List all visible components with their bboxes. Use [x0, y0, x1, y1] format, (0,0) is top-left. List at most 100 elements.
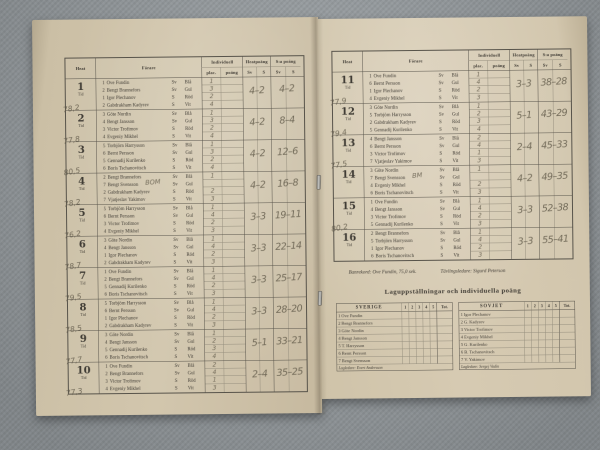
rider-name: Bengt Jansson: [374, 136, 402, 142]
heat-cell: 14 Tid: [334, 167, 364, 198]
rider-helmet-color: Röd: [185, 157, 194, 163]
rider-helmet-color: Blå: [187, 363, 195, 369]
rider-name: Gennadij Kurilenko: [107, 158, 146, 164]
score-box: [531, 347, 539, 356]
col-header-sv: Sv: [509, 59, 524, 71]
score-box: [401, 341, 409, 350]
rider-number: 3: [103, 237, 107, 244]
handwritten-placement: 2: [469, 109, 489, 118]
riders-cell: 5 Torbjörn Harrysson Sv Blå 6 Bernt Persson Sv…: [96, 203, 204, 236]
score-cell: [244, 266, 259, 298]
score-cell: [259, 360, 274, 392]
rider-number: 2: [104, 260, 107, 266]
heats-11-16: 11 Tid 77,9 1 Ove Fundin Sv Blå 6 Bernt Persson S…: [329, 69, 573, 261]
score-cell: [245, 329, 260, 361]
heat-number: 9: [79, 332, 87, 345]
records-line: Banrekord: Ove Fundin, 75,0 sek. Tävling…: [334, 267, 572, 275]
col-header-heatpoang: Heatpoäng: [509, 49, 538, 61]
score-cell: [257, 140, 272, 172]
rider-helmet-color: Vit: [185, 196, 192, 202]
rider-helmet-color: Gul: [186, 276, 194, 282]
handwritten-placement: 1: [202, 109, 222, 117]
rider-helmet-color: Blå: [184, 79, 192, 85]
heat-cell: 6 Tid 78,7: [64, 236, 97, 272]
rider-number: 3: [102, 111, 106, 118]
heat-row: 4 Tid 78,2 2 Bengt Brannefors Sv Blå 7 Bengt Sve…: [63, 171, 305, 209]
points-column: [488, 196, 512, 228]
heat-cell: 1 Tid 78,2: [62, 79, 96, 114]
handwritten-placement: 4: [210, 163, 215, 171]
rider-number: 5: [105, 347, 108, 353]
rider-nation: S: [172, 126, 175, 132]
heat-number: 11: [340, 73, 355, 86]
score-box: [408, 341, 416, 350]
heat-number: 13: [341, 136, 356, 149]
rider-number: 2: [104, 323, 108, 329]
rider-helmet-color: Röd: [453, 213, 462, 219]
points-subcell: [490, 251, 512, 259]
score-cell: [538, 133, 554, 165]
rider-nation: Sv: [173, 300, 180, 306]
rider-helmet-color: Röd: [186, 283, 195, 289]
rider-number: 4: [103, 228, 107, 235]
team-leader-text: Lagledare: Sergej Vadin: [461, 363, 500, 369]
score-box: [401, 349, 410, 357]
handwritten-placement: 4: [469, 78, 488, 87]
rider-number: 1: [371, 246, 374, 252]
heat-row: 13 Tid 77,5 4 Bengt Jansson Sv Blå 6 Bernt Perss…: [330, 132, 572, 171]
score-cell: [524, 196, 540, 228]
heat-row: 6 Tid 78,7 3 Göte Nordin Sv Blå 4 Bengt Jansson S…: [64, 234, 306, 272]
rider-name: Evgeniy Mikhel: [107, 134, 138, 140]
rider-nation: S: [440, 245, 444, 251]
rider-row: 2 Gabdrakham Kadyrev S Vit: [100, 258, 204, 267]
score-box: [531, 310, 539, 318]
score-box: [415, 318, 423, 327]
rider-number: 4: [370, 207, 374, 213]
handwritten-placement: 1: [469, 70, 488, 79]
score-cell: [271, 139, 287, 171]
rider-number: 4: [103, 245, 107, 251]
rider-name: Victor Trofimov: [375, 214, 407, 220]
score-cell: [257, 171, 272, 203]
rider-name: Igor Plechanov: [106, 95, 136, 101]
score-box: [524, 325, 532, 333]
heat-row: 15 Tid 80,2 1 Ove Fundin Sv Blå 4 Bengt Jansson S…: [331, 195, 573, 234]
score-cell: [523, 101, 539, 133]
score-box: [422, 311, 430, 319]
rider-number: 4: [369, 136, 373, 142]
rider-nation: S: [440, 252, 444, 258]
rider-nation: S: [439, 182, 443, 188]
rider-number: 6: [103, 213, 107, 220]
handwritten-placement: 2: [470, 211, 490, 220]
rider-helmet-color: Gul: [185, 118, 193, 124]
score-box: [429, 341, 437, 349]
handwritten-placement: 4: [203, 211, 223, 219]
handwritten-placement: 2: [204, 337, 224, 345]
rider-nation: S: [171, 94, 175, 100]
rider-nation: Sv: [439, 198, 445, 204]
rider-number: 5: [370, 222, 374, 228]
score-box: [552, 354, 560, 363]
rider-nation: Sv: [440, 230, 446, 236]
riders-cell: 5 Torbjörn Harrysson Sv Blå 6 Bernt Persson Sv…: [97, 298, 205, 331]
score-box: [538, 355, 546, 363]
score-box: [422, 318, 430, 327]
riders-cell: 3 Göte Nordin Sv Blå 4 Bengt Jansson Sv Gul 1 Igo…: [97, 235, 204, 268]
handwritten-placement: 1: [205, 376, 224, 384]
rider-nation: Sv: [440, 237, 446, 243]
rider-name: Boris Tschanovitsch: [107, 165, 147, 171]
rider-number: 6: [369, 144, 373, 150]
total-box: [559, 324, 575, 333]
rider-row: 6 Boris Tschanovitsch S Vit: [101, 353, 205, 362]
rider-nation: Sv: [173, 268, 179, 274]
tid-label: Tid: [345, 148, 352, 153]
heat-cell: 11 Tid 77,9: [329, 72, 363, 108]
score-box: [524, 355, 532, 363]
score-box: [524, 332, 532, 341]
rider-nation: S: [439, 189, 443, 195]
rider-nation: Sv: [173, 213, 179, 219]
rider-number: 4: [102, 134, 106, 140]
